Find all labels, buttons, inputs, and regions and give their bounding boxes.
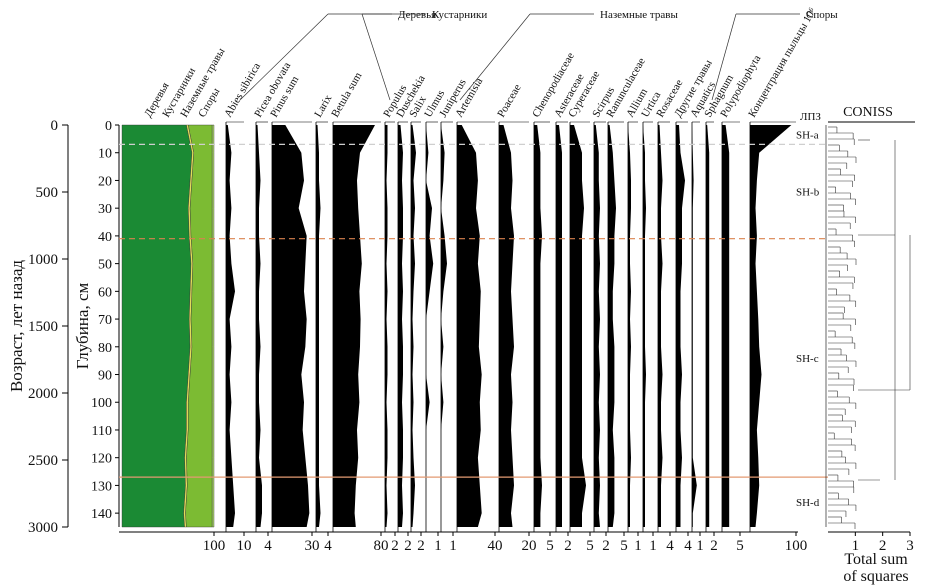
taxon-silhouette bbox=[441, 125, 447, 527]
scale-label: 4 bbox=[666, 538, 674, 554]
depth-tick-label: 30 bbox=[98, 202, 112, 217]
group-heading: Кустарники bbox=[432, 9, 487, 21]
taxon-silhouette bbox=[499, 125, 514, 527]
age-axis-title: Возраст, лет назад bbox=[7, 260, 26, 392]
coniss-tick-label: 3 bbox=[906, 538, 914, 554]
zone-label: SH-b bbox=[796, 187, 820, 199]
depth-tick-label: 60 bbox=[98, 285, 112, 300]
depth-tick-label: 130 bbox=[91, 479, 112, 494]
scale-label: 5 bbox=[586, 538, 594, 554]
depth-tick-label: 70 bbox=[98, 313, 112, 328]
taxon-silhouette bbox=[676, 125, 685, 527]
age-tick-label: 0 bbox=[51, 118, 59, 134]
taxon-silhouette bbox=[398, 125, 403, 527]
scale-label: 1 bbox=[649, 538, 657, 554]
scale-label: 100 bbox=[785, 538, 808, 554]
depth-tick-label: 100 bbox=[91, 396, 112, 411]
scale-label: 5 bbox=[546, 538, 554, 554]
depth-tick-label: 80 bbox=[98, 341, 112, 356]
age-tick-label: 2500 bbox=[28, 453, 58, 469]
coniss-xlabel: of squares bbox=[843, 568, 908, 585]
scale-label: 20 bbox=[522, 538, 537, 554]
zone-label: SH-d bbox=[796, 497, 820, 509]
zone-label: SH-a bbox=[796, 130, 819, 142]
scale-label: 40 bbox=[488, 538, 503, 554]
taxon-silhouette bbox=[426, 125, 434, 527]
age-tick-label: 3000 bbox=[28, 520, 58, 536]
scale-label: 10 bbox=[237, 538, 252, 554]
group-heading: Наземные травы bbox=[600, 9, 678, 21]
taxon-silhouette bbox=[272, 125, 310, 527]
scale-label: 2 bbox=[404, 538, 412, 554]
depth-tick-label: 20 bbox=[98, 174, 112, 189]
taxon-name: Betula sum bbox=[329, 70, 365, 120]
taxon-silhouette bbox=[658, 125, 663, 527]
taxon-silhouette bbox=[316, 125, 321, 527]
taxon-silhouette bbox=[750, 125, 792, 527]
taxon-silhouette bbox=[722, 125, 730, 527]
taxon-silhouette bbox=[556, 125, 562, 527]
scale-label: 4 bbox=[684, 538, 692, 554]
coniss-tick-label: 1 bbox=[852, 538, 860, 554]
scale-label: 1 bbox=[434, 538, 442, 554]
depth-axis-title: Глубина, см bbox=[73, 283, 92, 370]
depth-tick-label: 40 bbox=[98, 230, 112, 245]
scale-label: 5 bbox=[620, 538, 628, 554]
taxon-silhouette bbox=[385, 125, 388, 527]
group-heading: Споры bbox=[806, 9, 838, 21]
scale-label: 100 bbox=[203, 538, 226, 554]
coniss-xlabel: Total sum bbox=[844, 551, 908, 568]
scale-label: 4 bbox=[264, 538, 272, 554]
taxon-silhouette bbox=[692, 125, 697, 527]
taxon-silhouette bbox=[608, 125, 616, 527]
taxon-silhouette bbox=[226, 125, 235, 527]
taxon-silhouette bbox=[411, 125, 416, 527]
taxon-silhouette bbox=[570, 125, 586, 527]
age-tick-label: 500 bbox=[36, 185, 59, 201]
depth-tick-label: 10 bbox=[98, 147, 112, 162]
taxon-silhouette bbox=[256, 125, 262, 527]
depth-tick-label: 140 bbox=[91, 507, 112, 522]
group-heading: Деревья bbox=[398, 9, 436, 21]
depth-tick-label: 110 bbox=[92, 424, 112, 439]
taxon-silhouette bbox=[628, 125, 631, 527]
leader bbox=[459, 13, 531, 101]
group-area bbox=[211, 124, 215, 528]
age-tick-label: 1500 bbox=[28, 319, 58, 335]
leader bbox=[361, 13, 391, 101]
taxon-silhouette bbox=[534, 125, 542, 527]
depth-tick-label: 90 bbox=[98, 369, 112, 384]
taxon-silhouette bbox=[594, 125, 600, 527]
coniss-tick-label: 2 bbox=[879, 538, 887, 554]
zones-title: ЛПЗ bbox=[800, 111, 821, 123]
leader bbox=[239, 13, 329, 101]
scale-label: 2 bbox=[417, 538, 425, 554]
depth-tick-label: 120 bbox=[91, 452, 112, 467]
taxon-silhouette bbox=[643, 125, 646, 527]
taxon-silhouette bbox=[457, 125, 482, 527]
group-area bbox=[121, 124, 193, 528]
taxon-silhouette bbox=[706, 125, 710, 527]
scale-label: 1 bbox=[634, 538, 642, 554]
scale-label: 2 bbox=[391, 538, 399, 554]
depth-tick-label: 0 bbox=[105, 119, 112, 134]
scale-label: 80 bbox=[374, 538, 389, 554]
zone-label: SH-c bbox=[796, 353, 819, 365]
scale-label: 5 bbox=[736, 538, 744, 554]
age-tick-label: 2000 bbox=[28, 386, 58, 402]
scale-label: 30 bbox=[305, 538, 320, 554]
taxon-silhouette bbox=[333, 125, 375, 527]
taxon-name: Poaceae bbox=[495, 82, 523, 119]
scale-label: 2 bbox=[564, 538, 572, 554]
age-tick-label: 1000 bbox=[28, 252, 58, 268]
depth-tick-label: 50 bbox=[98, 258, 112, 273]
scale-label: 4 bbox=[324, 538, 332, 554]
leader bbox=[711, 13, 737, 101]
scale-label: 1 bbox=[449, 538, 457, 554]
scale-label: 2 bbox=[602, 538, 610, 554]
scale-label: 1 bbox=[696, 538, 704, 554]
coniss-title: CONISS bbox=[843, 105, 893, 120]
scale-label: 2 bbox=[710, 538, 718, 554]
